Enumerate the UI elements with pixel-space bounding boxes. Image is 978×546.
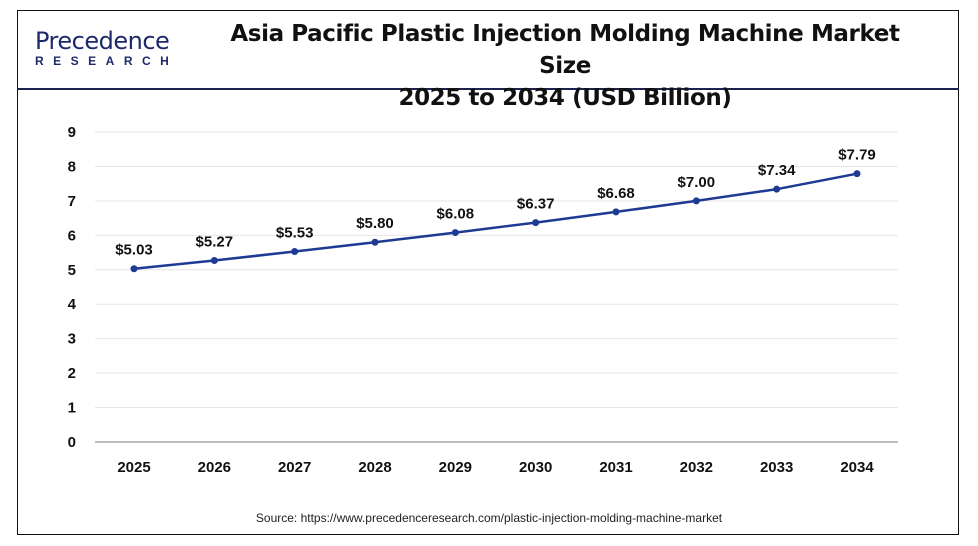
series-line [133,172,858,270]
data-label: $5.53 [276,225,314,242]
x-tick-label: 2033 [760,459,793,476]
data-label: $5.03 [115,242,153,259]
y-tick-label: 9 [68,124,76,141]
x-tick-label: 2025 [117,459,150,476]
chart-title: Asia Pacific Plastic Injection Molding M… [210,18,920,114]
data-point [130,265,138,273]
x-tick-label: 2029 [439,459,472,476]
x-tick-label: 2031 [599,459,632,476]
data-point [371,238,379,246]
y-tick-label: 3 [68,331,76,348]
x-tick-label: 2027 [278,459,311,476]
x-tick-label: 2026 [198,459,231,476]
title-line-2: 2025 to 2034 (USD Billion) [398,85,732,111]
source-note: Source: https://www.precedenceresearch.c… [255,511,723,525]
data-label: $6.37 [517,196,555,213]
data-point [210,256,218,264]
y-tick-label: 5 [68,262,76,279]
data-point [532,219,540,227]
y-tick-label: 2 [68,365,76,382]
data-point [692,197,700,205]
x-tick-label: 2034 [840,459,874,476]
logo-sub-text: RESEARCH [35,54,179,68]
data-point [451,229,459,237]
data-label: $7.79 [838,147,876,164]
x-tick-label: 2032 [680,459,713,476]
title-line-1: Asia Pacific Plastic Injection Molding M… [230,21,900,79]
data-point [291,248,299,256]
y-tick-label: 1 [68,400,76,417]
data-label: $5.27 [196,233,234,250]
y-tick-label: 6 [68,227,76,244]
x-tick-label: 2028 [358,459,391,476]
logo: Precedence RESEARCH [35,28,178,68]
data-point [773,185,781,193]
y-tick-label: 8 [68,158,76,175]
y-tick-label: 7 [68,193,76,210]
data-label: $6.08 [437,206,475,223]
data-label: $7.00 [678,174,716,191]
header-divider [17,88,959,90]
data-point [612,208,620,216]
y-tick-label: 4 [68,296,77,313]
logo-main-text: Precedence [35,27,170,55]
y-tick-label: 0 [68,434,76,451]
x-tick-label: 2030 [519,459,552,476]
data-label: $7.34 [758,162,796,179]
data-label: $6.68 [597,185,635,202]
chart-frame [17,10,959,535]
data-point [853,170,861,178]
data-label: $5.80 [356,215,394,232]
